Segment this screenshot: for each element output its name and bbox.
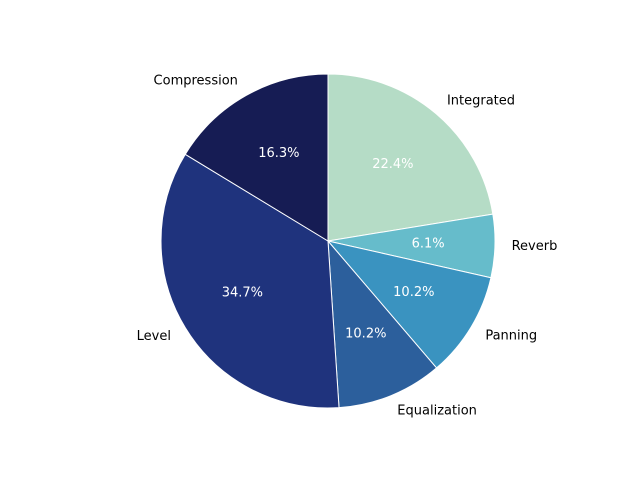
pct-label-compression: 16.3%	[258, 146, 299, 161]
category-label-integrated: Integrated	[447, 94, 515, 109]
pie-slice-integrated	[327, 73, 494, 242]
pct-label-reverb: 6.1%	[412, 236, 445, 251]
category-label-reverb: Reverb	[512, 239, 558, 254]
pie-slice-equalization	[327, 240, 438, 409]
pct-label-level: 34.7%	[222, 285, 263, 300]
category-label-compression: Compression	[154, 73, 238, 88]
category-label-equalization: Equalization	[397, 404, 477, 419]
category-label-level: Level	[137, 329, 171, 344]
pct-label-integrated: 22.4%	[372, 157, 413, 172]
pct-label-panning: 10.2%	[393, 285, 434, 300]
pie-slices	[160, 73, 496, 409]
pie-slice-panning	[327, 240, 492, 369]
pie-slice-compression	[184, 73, 329, 242]
pct-label-equalization: 10.2%	[345, 326, 386, 341]
pie-slice-level	[160, 153, 340, 409]
pie-labels: 22.4% Integrated 6.1% Reverb 10.2% Panning 10.…	[137, 73, 558, 418]
category-label-panning: Panning	[485, 328, 537, 343]
